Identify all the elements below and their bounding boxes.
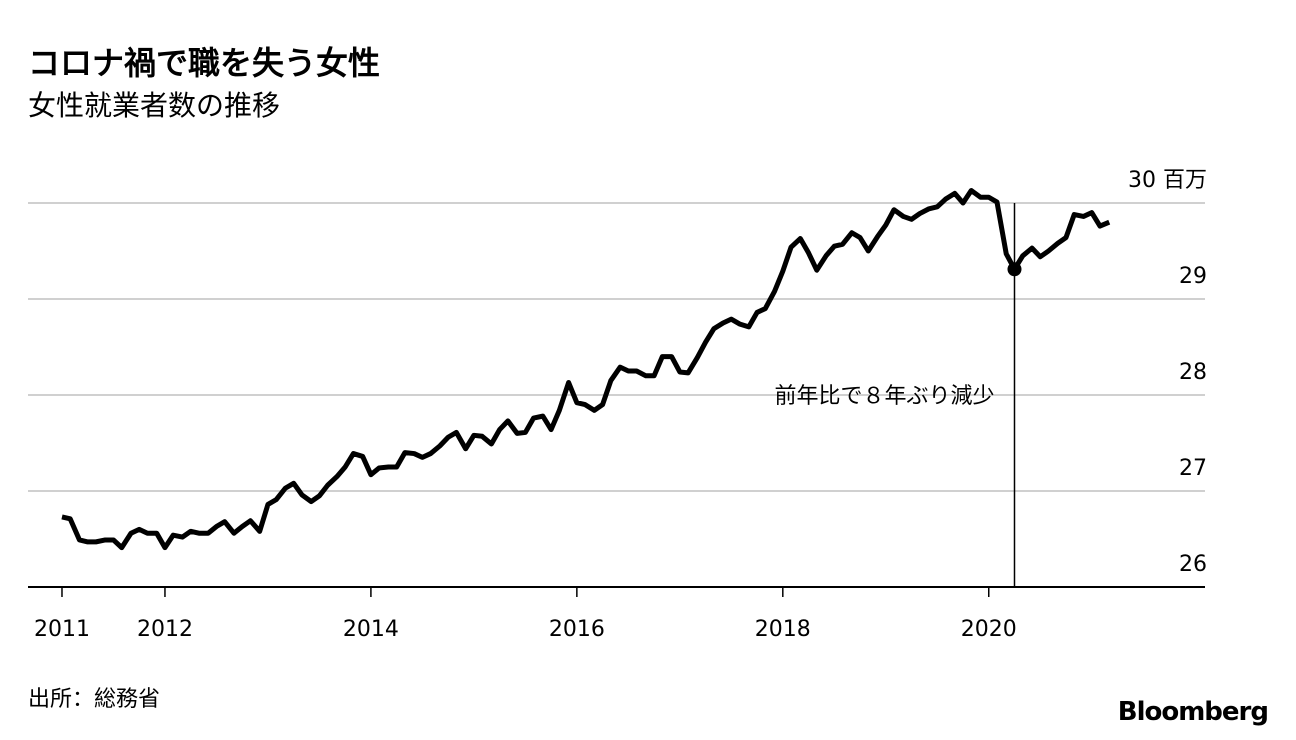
x-tick-label: 2014	[343, 617, 399, 642]
x-tick-label: 2018	[755, 617, 811, 642]
x-tick-label: 2011	[34, 617, 90, 642]
y-tick-label: 28	[1179, 360, 1207, 385]
source: 出所：総務省	[28, 687, 160, 712]
y-tick-label: 29	[1179, 264, 1207, 289]
annotation-text: 前年比で８年ぶり減少	[774, 384, 994, 409]
x-tick-label: 2020	[961, 617, 1017, 642]
highlight-dot	[1007, 262, 1022, 277]
chart-title: コロナ禍で職を失う女性	[28, 44, 380, 82]
line	[61, 188, 1111, 551]
y-tick-label: 26	[1179, 552, 1207, 577]
y-tick-label: 30 百万	[1128, 168, 1207, 193]
chart-subtitle: 女性就業者数の推移	[28, 89, 280, 122]
y-tick-label: 27	[1179, 456, 1207, 481]
brand: Bloomberg	[1118, 697, 1268, 727]
x-tick-label: 2012	[137, 617, 193, 642]
x-tick-label: 2016	[549, 617, 605, 642]
